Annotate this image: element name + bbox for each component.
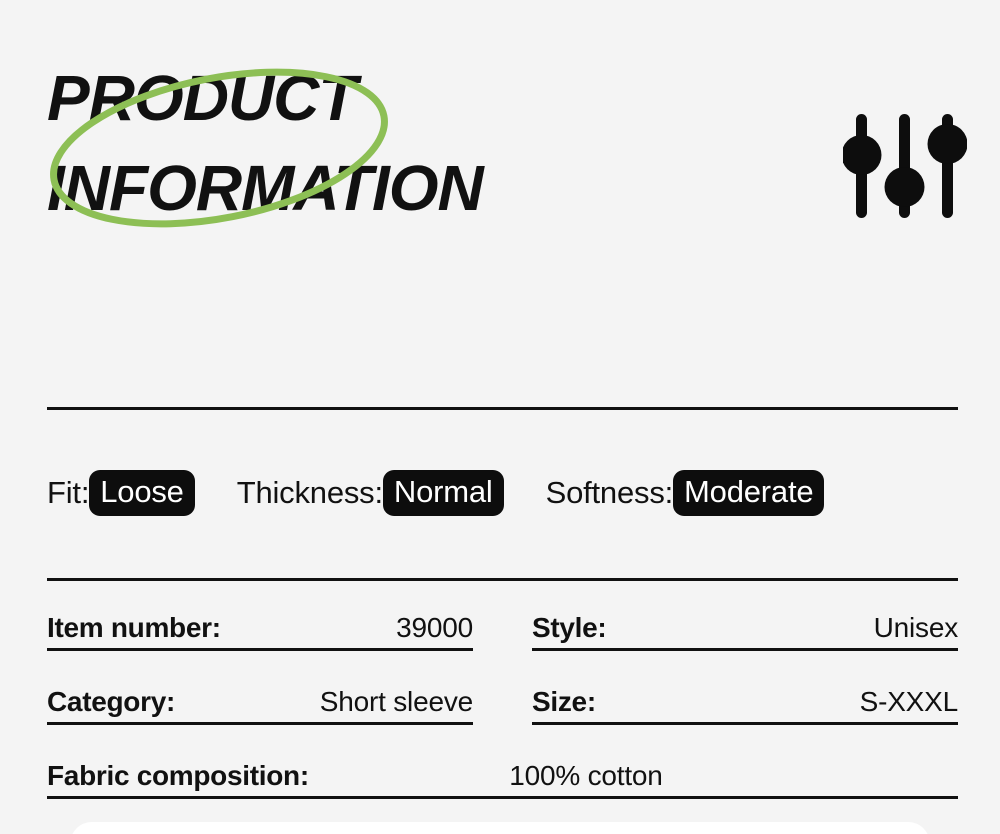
spec-row-style: Style: Unisex	[532, 612, 958, 651]
sliders-icon[interactable]	[843, 112, 967, 220]
spec-key-item-number: Item number:	[47, 612, 221, 643]
specification-columns: Item number: 39000 Category: Short sleev…	[47, 612, 958, 725]
attribute-thickness: Thickness: Normal	[237, 470, 504, 516]
divider-top	[47, 407, 958, 410]
attribute-fit: Fit: Loose	[47, 470, 195, 516]
spec-row-fabric-composition: Fabric composition: 100% cotton	[47, 760, 958, 799]
spec-value-fabric-composition: 100% cotton	[509, 760, 663, 791]
specification-column-left: Item number: 39000 Category: Short sleev…	[47, 612, 473, 725]
attribute-softness-label: Softness:	[545, 475, 674, 510]
title-line-2: INFORMATION	[47, 152, 486, 224]
attribute-tags-row: Fit: Loose Thickness: Normal Softness: M…	[47, 464, 967, 522]
spec-key-category: Category:	[47, 686, 175, 717]
next-section-card	[70, 822, 930, 834]
attribute-thickness-value[interactable]: Normal	[382, 470, 504, 516]
spec-key-style: Style:	[532, 612, 607, 643]
spec-value-item-number: 39000	[396, 612, 473, 643]
spec-row-size: Size: S-XXXL	[532, 686, 958, 725]
attribute-softness: Softness: Moderate	[546, 470, 825, 516]
attribute-fit-value[interactable]: Loose	[89, 470, 195, 516]
green-ellipse-highlight	[50, 68, 388, 228]
attribute-softness-value[interactable]: Moderate	[673, 470, 825, 516]
divider-middle	[47, 578, 958, 581]
attribute-thickness-label: Thickness:	[236, 475, 383, 510]
attribute-fit-label: Fit:	[47, 475, 90, 510]
spec-key-fabric-composition: Fabric composition:	[47, 760, 309, 791]
page-header: PRODUCT INFORMATION	[0, 0, 1000, 300]
specification-table: Item number: 39000 Category: Short sleev…	[47, 612, 958, 799]
title-artwork: PRODUCT INFORMATION	[47, 62, 487, 228]
page-title: PRODUCT INFORMATION	[47, 58, 667, 248]
spec-value-style: Unisex	[873, 612, 959, 643]
spec-row-category: Category: Short sleeve	[47, 686, 473, 725]
spec-value-category: Short sleeve	[319, 686, 473, 717]
spec-value-size: S-XXXL	[859, 686, 959, 717]
spec-key-size: Size:	[532, 686, 596, 717]
specification-column-right: Style: Unisex Size: S-XXXL	[532, 612, 958, 725]
spec-row-item-number: Item number: 39000	[47, 612, 473, 651]
